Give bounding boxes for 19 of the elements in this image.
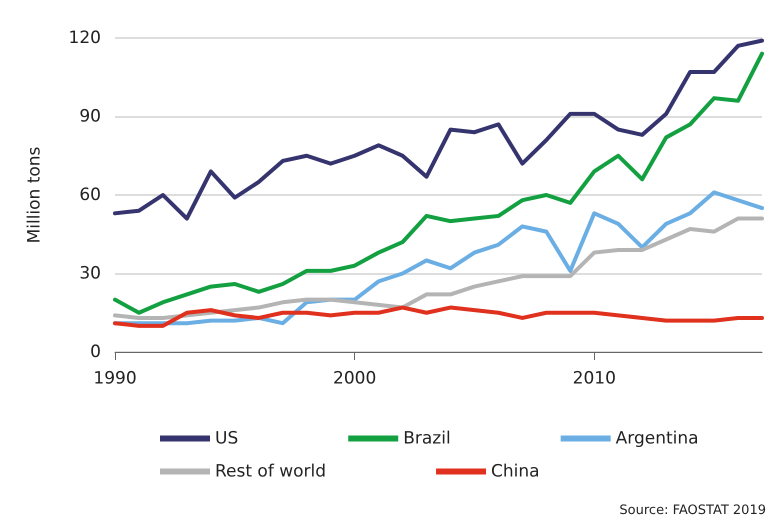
line-series (113, 216, 764, 320)
y-tick-label: 120 (68, 28, 101, 48)
x-tick-label: 2010 (572, 368, 616, 388)
line-series (113, 38, 764, 221)
legend-label: China (491, 462, 540, 482)
y-tick-label: 90 (79, 106, 101, 126)
x-tick-label: 1990 (93, 368, 137, 388)
y-tick-label: 60 (79, 185, 101, 205)
y-tick-label: 0 (90, 342, 101, 362)
source-note: Source: FAOSTAT 2019 (619, 503, 766, 518)
legend-label: Argentina (616, 428, 699, 448)
line-series (113, 52, 764, 315)
legend-label: US (215, 428, 238, 448)
y-axis-title: Million tons (24, 146, 44, 244)
legend-label: Brazil (403, 428, 451, 448)
legend-label: Rest of world (215, 462, 326, 482)
x-tick-label: 2000 (332, 368, 376, 388)
y-tick-label: 30 (79, 264, 101, 284)
line-series (113, 306, 764, 328)
